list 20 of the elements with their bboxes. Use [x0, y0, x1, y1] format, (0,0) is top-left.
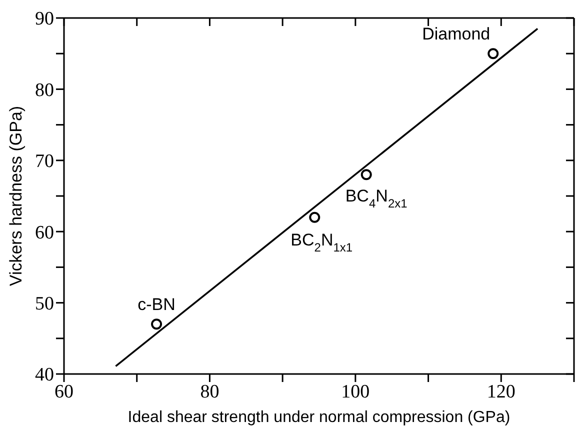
- point: [151, 318, 162, 330]
- y-tick-label: 50: [35, 294, 54, 315]
- y-tick-label: 40: [35, 364, 54, 386]
- annotation: BC$_{4}$N$_{2x1}$: [345, 186, 408, 211]
- point: [488, 48, 499, 60]
- y-tick-label: 90: [35, 8, 54, 30]
- y-axis-title: Vickers hardness (GPa): [6, 106, 26, 286]
- x-tick-label: 100: [341, 381, 370, 402]
- x-tick-label: 80: [200, 381, 220, 402]
- x-tick-label: 120: [486, 381, 516, 402]
- annotation: c-BN: [138, 295, 176, 314]
- y-tick-label: 80: [35, 80, 54, 101]
- annotation: BC$_{2}$N$_{1x1}$: [290, 230, 353, 254]
- point: [309, 212, 320, 223]
- y-tick-label: 70: [35, 151, 54, 172]
- annotation: Diamond: [422, 24, 490, 44]
- x-tick-label: 60: [54, 381, 74, 402]
- x-axis-title: Ideal shear strength under normal compression (GPa): [128, 409, 510, 426]
- point: [360, 169, 372, 180]
- y-tick-label: 60: [35, 222, 54, 244]
